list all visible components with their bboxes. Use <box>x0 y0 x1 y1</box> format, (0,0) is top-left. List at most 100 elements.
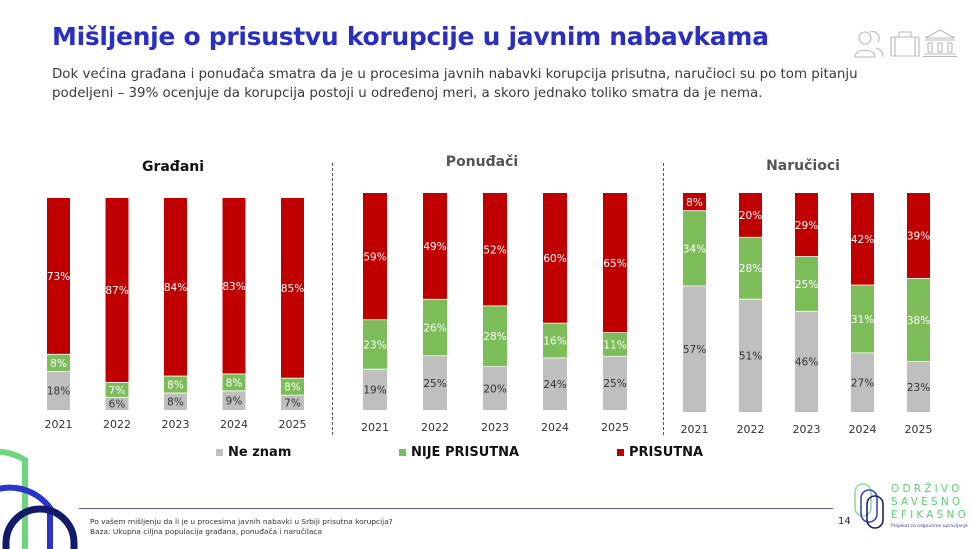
brand-logo-icon <box>854 483 884 529</box>
bar-segment-ne-znam <box>363 369 387 410</box>
x-tick-label: 2025 <box>905 423 933 436</box>
data-label: 25% <box>423 378 446 390</box>
bar-segment-nije-prisutna <box>222 373 246 391</box>
bar-segment-nije-prisutna <box>281 378 304 396</box>
people-icon <box>854 31 884 58</box>
panel-title-narucioci: Naručioci <box>766 158 840 174</box>
bar-segment-ne-znam <box>543 357 567 410</box>
bar-segment-ne-znam <box>603 356 627 410</box>
data-label: 19% <box>363 385 386 397</box>
footnote-base: Baza: Ukupna ciljna populacija građana, … <box>90 527 323 536</box>
data-label: 28% <box>739 263 762 275</box>
decorative-arcs <box>0 448 78 549</box>
data-label: 34% <box>683 243 706 255</box>
bar-segment-nije-prisutna <box>683 210 706 286</box>
bar-segment-ne-znam <box>795 311 818 412</box>
x-tick-label: 2022 <box>421 421 449 434</box>
footnote-question: Po vašem mišljenju da li je u procesima … <box>90 517 393 526</box>
panel-title-gradjani: Građani <box>141 159 205 175</box>
x-tick-label: 2024 <box>220 418 248 431</box>
data-label: 23% <box>363 339 386 351</box>
institution-icon <box>923 29 957 58</box>
bar-segment-ne-znam <box>739 299 762 412</box>
data-label: 8% <box>284 382 301 394</box>
data-label: 25% <box>603 378 626 390</box>
data-label: 46% <box>795 357 818 369</box>
data-label: 26% <box>423 323 446 335</box>
data-label: 73% <box>47 271 70 283</box>
brand-name: ODRŽIVO SAVESNO EFIKASNO <box>891 483 969 522</box>
bar-segment-nije-prisutna <box>543 323 567 358</box>
data-label: 84% <box>164 282 187 294</box>
data-label: 28% <box>483 331 506 343</box>
brand-line: ODRŽIVO <box>891 483 963 495</box>
data-label: 16% <box>543 336 566 348</box>
bar-segment-nije-prisutna <box>363 319 387 370</box>
bar-segment-prisutna <box>543 193 567 324</box>
x-tick-label: 2023 <box>481 421 509 434</box>
data-label: 8% <box>50 358 67 370</box>
bar-segment-ne-znam <box>105 397 129 410</box>
x-tick-label: 2023 <box>162 418 190 431</box>
legend-label: PRISUTNA <box>629 445 704 460</box>
bar-segment-ne-znam <box>483 366 507 410</box>
header-icons <box>854 29 957 58</box>
footnote: Po vašem mišljenju da li je u procesima … <box>90 517 393 537</box>
data-label: 38% <box>907 315 930 327</box>
bar-segment-nije-prisutna <box>907 278 930 362</box>
data-label: 7% <box>109 385 126 397</box>
data-label: 87% <box>105 285 128 297</box>
brand-line: EFIKASNO <box>891 509 970 521</box>
data-label: 23% <box>907 382 930 394</box>
data-label: 9% <box>226 395 243 407</box>
data-label: 18% <box>47 386 70 398</box>
data-label: 51% <box>739 351 762 363</box>
bar-segment-prisutna <box>851 193 874 285</box>
x-tick-label: 2024 <box>541 421 569 434</box>
x-tick-label: 2022 <box>103 418 131 431</box>
data-label: 8% <box>686 197 703 209</box>
x-tick-label: 2021 <box>361 421 389 434</box>
page-title: Mišljenje o prisustvu korupcije u javnim… <box>52 22 769 51</box>
data-label: 42% <box>851 234 874 246</box>
legend-swatch-red <box>617 449 624 456</box>
x-tick-label: 2021 <box>681 423 709 436</box>
legend-swatch-green <box>399 449 406 456</box>
bar-segment-prisutna <box>795 193 818 257</box>
bar-segment-prisutna <box>281 198 304 379</box>
data-label: 7% <box>284 398 301 410</box>
briefcase-icon <box>890 31 920 57</box>
x-tick-label: 2023 <box>793 423 821 436</box>
data-label: 59% <box>363 251 386 263</box>
bar-segment-prisutna <box>423 193 447 300</box>
data-label: 20% <box>739 210 762 222</box>
brand-line: SAVESNO <box>891 496 964 508</box>
bar-segment-ne-znam <box>907 361 930 412</box>
x-tick-label: 2022 <box>737 423 765 436</box>
bar-segment-ne-znam <box>47 371 70 410</box>
x-tick-label: 2021 <box>45 418 73 431</box>
bar-segment-ne-znam <box>851 352 874 412</box>
legend-item-ne-znam: Ne znam <box>216 445 291 460</box>
page-subtitle: Dok većina građana i ponuđača smatra da … <box>52 67 858 101</box>
legend-item-nije-prisutna: NIJE PRISUTNA <box>399 445 519 460</box>
data-label: 6% <box>109 399 126 411</box>
bar-segment-prisutna <box>907 193 930 279</box>
x-tick-label: 2024 <box>849 423 877 436</box>
data-label: 24% <box>543 379 566 391</box>
bar-segment-nije-prisutna <box>795 256 818 312</box>
bar-segment-nije-prisutna <box>739 237 762 300</box>
bar-segment-ne-znam <box>683 285 706 412</box>
bar-segment-nije-prisutna <box>47 354 70 372</box>
data-label: 60% <box>543 253 566 265</box>
panel-divider <box>332 163 333 435</box>
legend-label: NIJE PRISUTNA <box>411 445 520 460</box>
panel-divider <box>663 163 664 435</box>
bar-segment-ne-znam <box>222 390 246 410</box>
data-label: 8% <box>226 377 243 389</box>
bar-segment-prisutna <box>164 198 187 377</box>
legend-item-prisutna: PRISUTNA <box>617 445 703 460</box>
data-label: 85% <box>281 283 304 295</box>
bar-segment-nije-prisutna <box>483 305 507 367</box>
bar-segment-nije-prisutna <box>105 382 129 398</box>
